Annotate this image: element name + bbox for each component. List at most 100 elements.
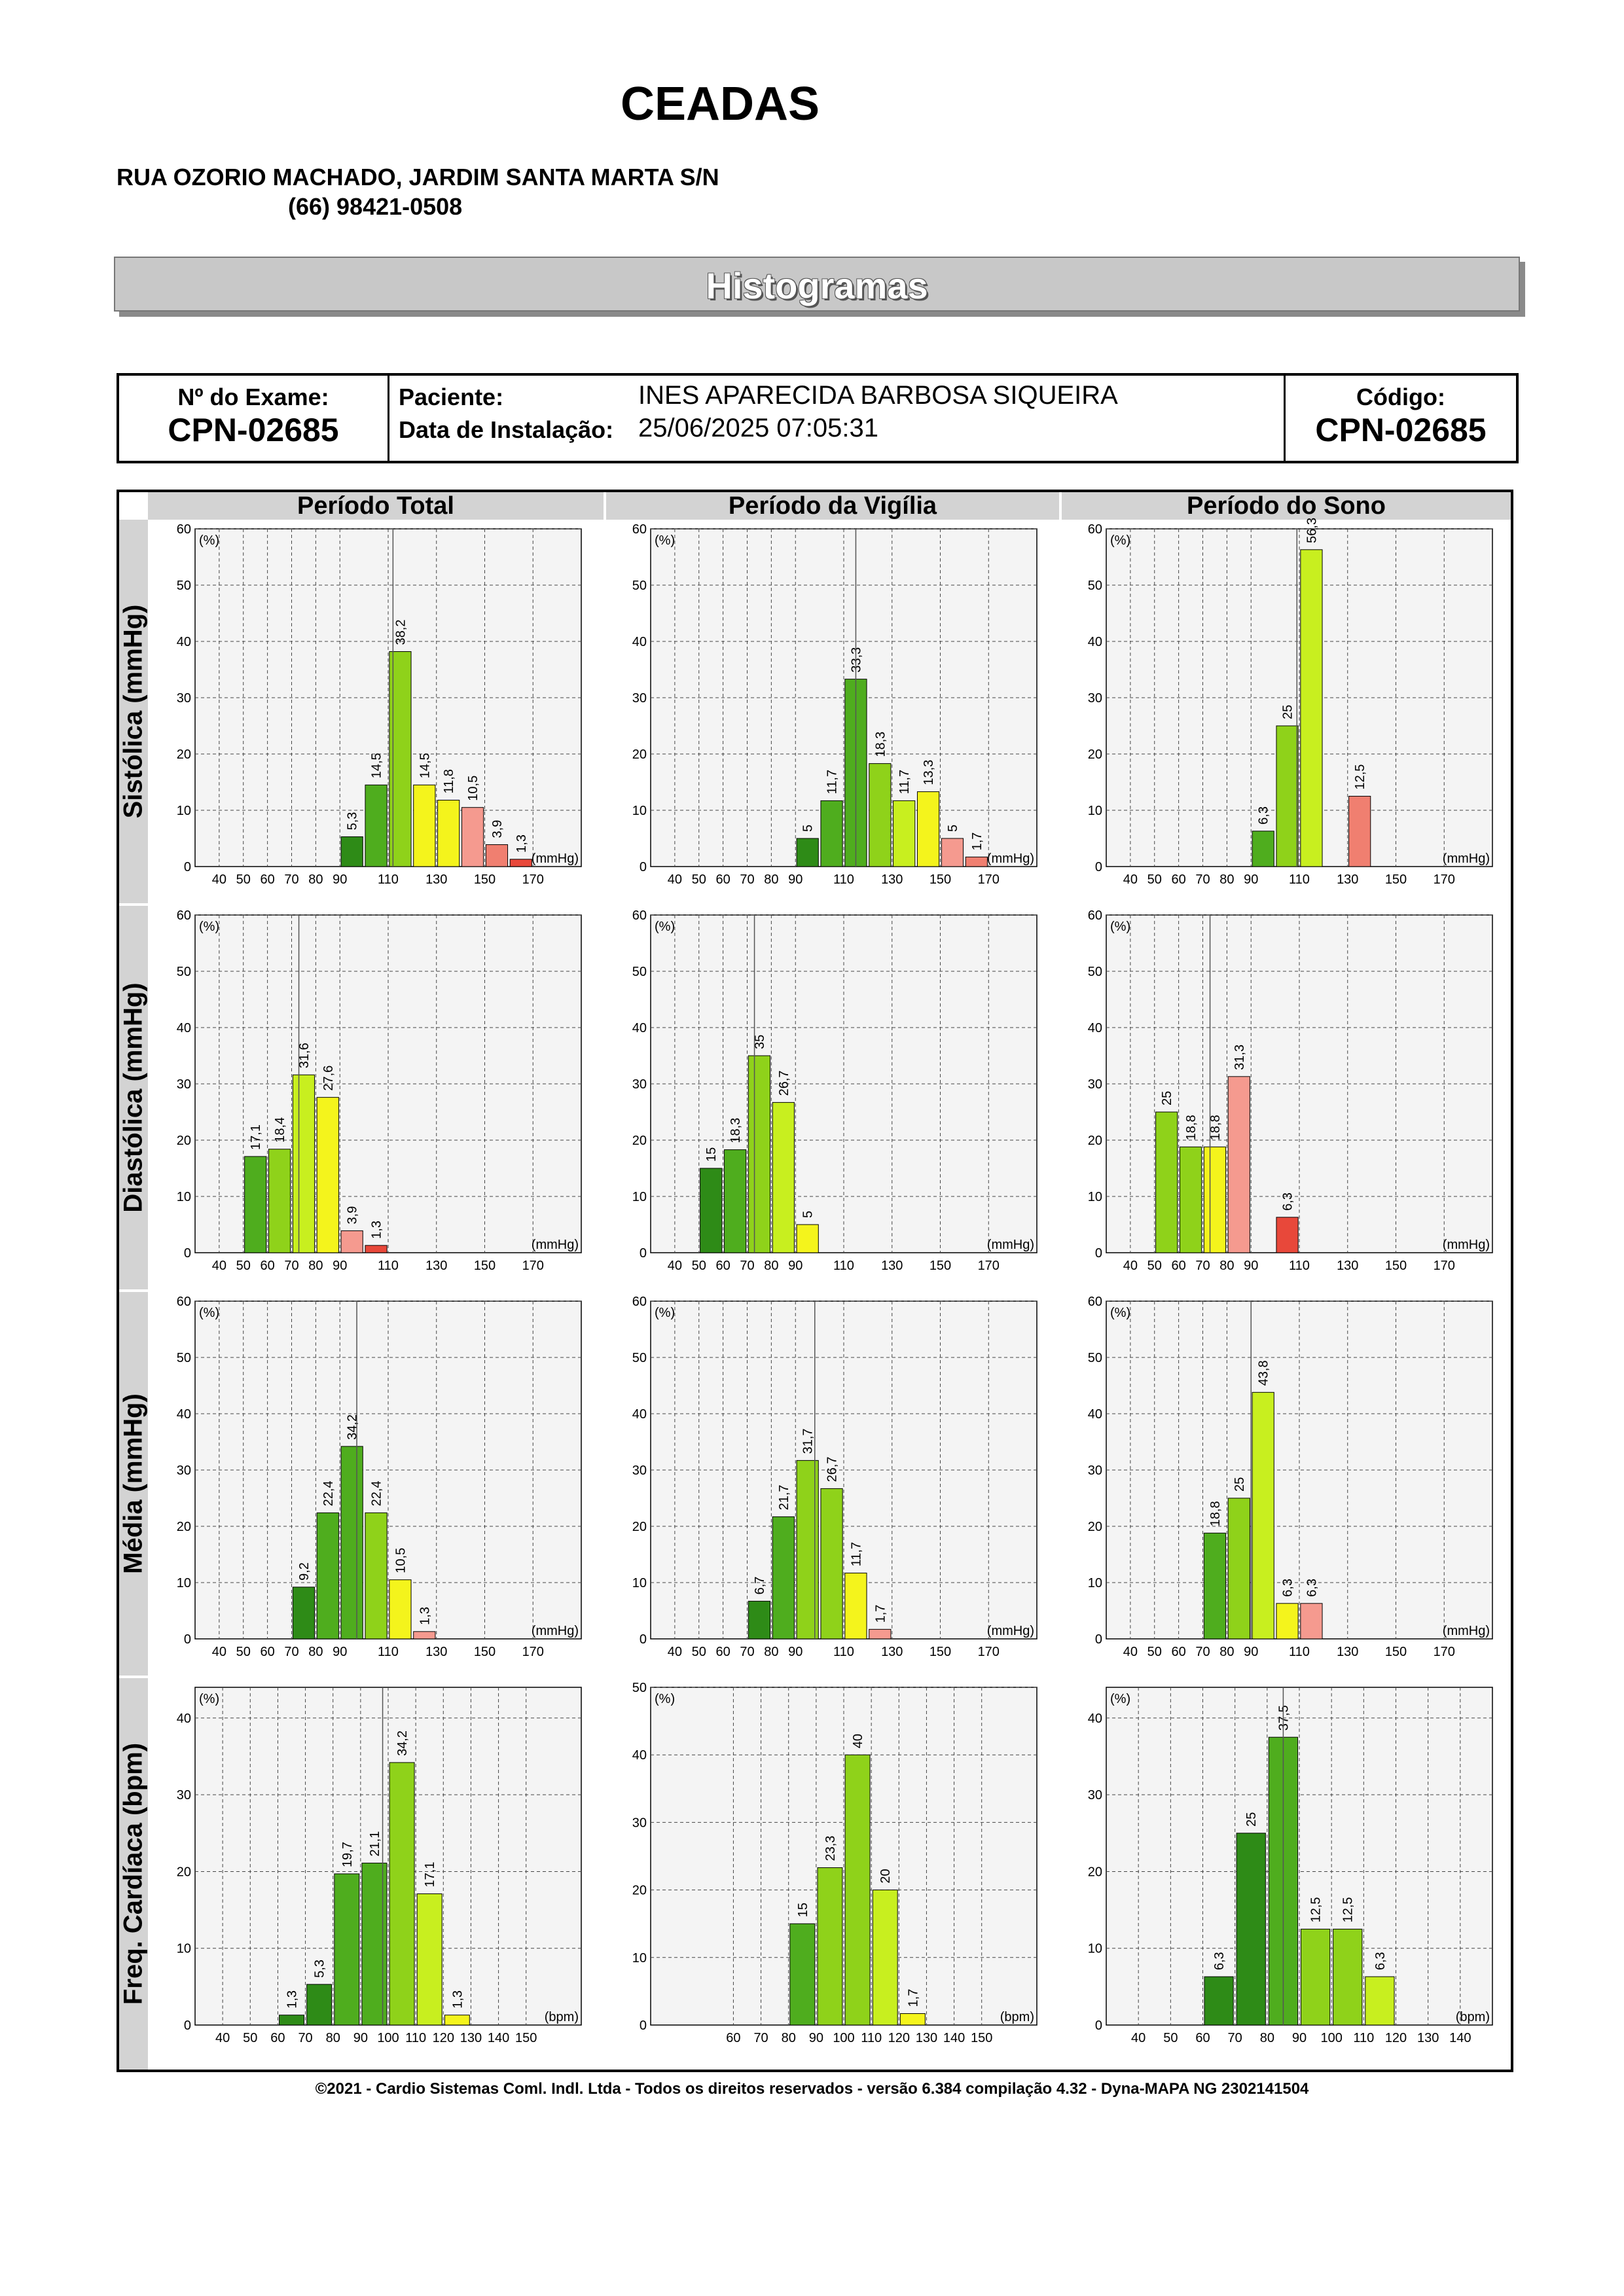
histogram-bar (365, 1512, 388, 1640)
histogram-bar (509, 859, 532, 867)
histogram-chart: 0 10 20 30 40 50 60 40 50 60 70 80 90 110 130 150 170 (%)… (1088, 1295, 1493, 1659)
x-tick-label: 40 (212, 872, 226, 887)
histogram-chart: 0 10 20 30 40 50 60 40 50 60 70 80 90 110 130 150 170 (%)… (632, 522, 1038, 887)
x-tick-label: 50 (692, 1259, 706, 1273)
y-tick-label: 30 (1088, 691, 1102, 706)
code-cell: Código: CPN-02685 (1286, 376, 1516, 461)
x-tick-label: 90 (333, 1259, 347, 1273)
bar-value-label: 1,3 (450, 1990, 465, 2009)
x-tick-label: 50 (236, 1259, 251, 1273)
histogram-bar (1300, 1603, 1323, 1640)
x-tick-label: 70 (740, 1259, 754, 1273)
x-tick-label: 40 (1131, 2031, 1146, 2045)
x-tick-label: 50 (1147, 1259, 1162, 1273)
bar-value-label: 14,5 (418, 753, 432, 778)
y-axis-label: (%) (199, 920, 219, 934)
company-address: RUA OZORIO MACHADO, JARDIM SANTA MARTA S… (117, 164, 719, 190)
bar-value-label: 11,7 (849, 1542, 863, 1566)
bar-value-label: 12,5 (1341, 1897, 1356, 1922)
x-tick-label: 40 (1123, 1645, 1138, 1659)
x-tick-label: 90 (788, 1259, 803, 1273)
x-tick-label: 50 (692, 1645, 706, 1659)
y-axis-label: (%) (655, 1306, 675, 1320)
x-tick-label: 170 (978, 872, 1000, 887)
x-tick-label: 150 (474, 1259, 496, 1273)
y-tick-label: 30 (632, 1077, 647, 1092)
histogram-bar (365, 1245, 388, 1253)
histogram-bar (1276, 1603, 1299, 1640)
bar-value-label: 6,3 (1212, 1952, 1227, 1970)
x-tick-label: 110 (833, 1645, 854, 1659)
bar-value-label: 18,3 (873, 732, 888, 757)
x-tick-label: 90 (1292, 2031, 1307, 2045)
y-tick-label: 20 (1088, 1134, 1102, 1148)
y-tick-label: 60 (177, 522, 191, 537)
histogram-bar (416, 1893, 442, 2026)
histogram-grid (117, 490, 1513, 2072)
histogram-bar (748, 1055, 771, 1253)
bar-value-label: 17,1 (249, 1124, 263, 1150)
y-tick-label: 50 (177, 579, 191, 593)
column-header-total: Período Total (148, 492, 604, 520)
histogram-bar (268, 1149, 291, 1253)
x-tick-label: 120 (888, 2031, 910, 2045)
exam-number-label: Nº do Exame: (177, 384, 329, 410)
bar-value-label: 10,5 (393, 1548, 408, 1573)
y-tick-label: 10 (632, 1190, 647, 1204)
x-tick-label: 90 (788, 1645, 803, 1659)
bar-value-label: 23,3 (823, 1836, 838, 1861)
x-tick-label: 80 (308, 1645, 323, 1659)
x-tick-label: 150 (1385, 1645, 1407, 1659)
x-tick-label: 110 (861, 2031, 882, 2045)
y-tick-label: 20 (632, 747, 647, 762)
x-tick-label: 80 (1219, 1645, 1234, 1659)
y-tick-label: 40 (632, 635, 647, 649)
bar-value-label: 5,3 (313, 1960, 327, 1978)
x-tick-label: 100 (833, 2031, 854, 2045)
row-label-diastolica: Diastólica (mmHg) (118, 982, 148, 1213)
y-tick-label: 60 (1088, 522, 1102, 537)
histogram-chart: 0 10 20 30 40 50 60 40 50 60 70 80 90 110 130 150 170 (%)… (632, 908, 1038, 1273)
histogram-bar (389, 1762, 415, 2026)
bar-value-label: 40 (851, 1734, 865, 1748)
x-tick-label: 110 (378, 872, 399, 887)
x-tick-label: 150 (474, 1645, 496, 1659)
histogram-bar (844, 1754, 871, 2026)
y-axis-label: (%) (1110, 1306, 1130, 1320)
x-tick-label: 130 (1337, 1259, 1358, 1273)
y-tick-label: 30 (177, 1077, 191, 1092)
y-tick-label: 0 (184, 2018, 191, 2033)
y-axis-label: (%) (1110, 920, 1130, 934)
histogram-chart: 0 10 20 30 40 40 50 60 70 80 90 100 110 120 130 140 (%) 6… (1088, 1687, 1493, 2045)
x-tick-label: 90 (353, 2031, 368, 2045)
bar-value-label: 12,5 (1353, 764, 1367, 790)
x-tick-label: 90 (1244, 1259, 1258, 1273)
bar-value-label: 19,7 (340, 1842, 355, 1867)
bar-value-label: 20 (878, 1869, 893, 1883)
x-tick-label: 150 (474, 872, 496, 887)
bar-value-label: 38,2 (393, 620, 408, 645)
code-label: Código: (1356, 384, 1445, 410)
x-tick-label: 150 (929, 1259, 951, 1273)
y-tick-label: 60 (177, 1295, 191, 1309)
y-tick-label: 0 (184, 1246, 191, 1261)
histogram-bar (1300, 1928, 1331, 2026)
y-tick-label: 0 (1095, 860, 1102, 874)
histogram-bar (306, 1984, 333, 2026)
histogram-bar (700, 1168, 723, 1253)
histogram-bar (820, 800, 843, 867)
histogram-bar (796, 838, 819, 867)
x-unit-label: (mmHg) (1443, 852, 1490, 866)
bar-value-label: 21,7 (777, 1484, 791, 1510)
x-tick-label: 60 (261, 1645, 275, 1659)
x-tick-label: 70 (1195, 872, 1210, 887)
x-tick-label: 70 (753, 2031, 768, 2045)
x-tick-label: 120 (433, 2031, 454, 2045)
x-tick-label: 40 (668, 1259, 682, 1273)
code-value: CPN-02685 (1315, 412, 1487, 448)
x-tick-label: 130 (881, 1259, 903, 1273)
y-tick-label: 10 (1088, 804, 1102, 818)
y-tick-label: 50 (177, 965, 191, 979)
bar-value-label: 43,8 (1257, 1360, 1271, 1386)
y-tick-label: 40 (177, 1021, 191, 1035)
